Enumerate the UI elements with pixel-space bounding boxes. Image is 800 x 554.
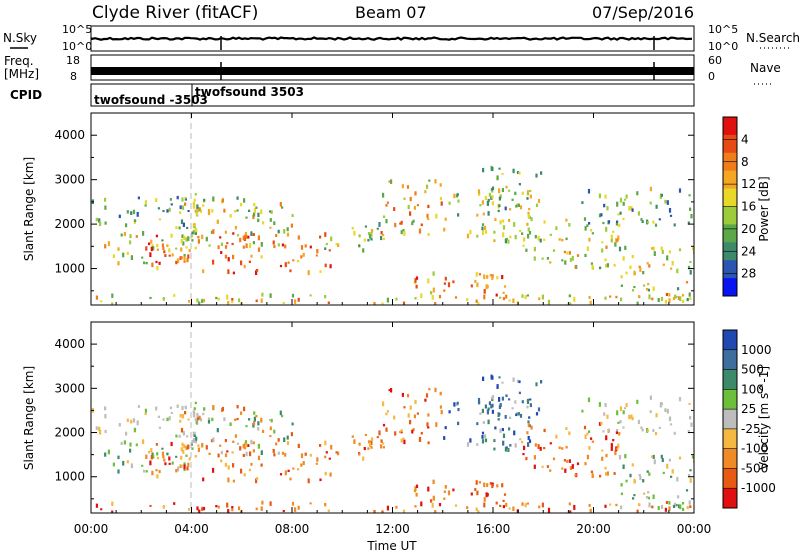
colorbar-swatch	[723, 330, 737, 351]
colorbar-tick-label: 16	[741, 200, 756, 214]
velocity-colorbar-label: Velocity [m s^-1]	[757, 366, 771, 470]
yaxis-tick-label: 1000	[54, 470, 85, 484]
colorbar-swatch	[723, 488, 737, 509]
colorbar-tick-label: 1000	[741, 343, 772, 357]
nsearch-tick-bottom: 10^0	[708, 40, 738, 53]
yaxis-tick-label: 4000	[54, 128, 85, 142]
colorbar-tick-label: 500	[741, 363, 764, 377]
velocity-ylabel: Slant Range [km]	[22, 366, 36, 470]
nave-label: Nave	[750, 61, 781, 75]
nave-tick-bottom: 0	[708, 70, 715, 83]
colorbar-swatch	[723, 134, 737, 154]
cpid-entry-2: twofsound 3503	[195, 85, 304, 99]
colorbar-swatch	[723, 170, 737, 190]
freq-label: Freq.	[4, 54, 34, 68]
colorbar-swatch	[723, 389, 737, 410]
power-colorbar: 4 8 12 16 20 24 28	[722, 116, 756, 297]
colorbar-swatch	[723, 468, 737, 489]
nsky-tick-top: 10^5	[62, 23, 92, 36]
colorbar-tick-label: -25	[741, 422, 761, 436]
beam-label: Beam 07	[355, 3, 427, 22]
xaxis-tick-label: 12:00	[375, 522, 410, 536]
date-label: 07/Sep/2016	[592, 3, 694, 22]
freq-tick-bottom: 8	[70, 70, 77, 83]
yaxis-tick-label: 3000	[54, 173, 85, 187]
xaxis-tick-label: 04:00	[174, 522, 209, 536]
yaxis-tick-label: 4000	[54, 337, 85, 351]
yaxis-tick-label: 2000	[54, 217, 85, 231]
freq-trace	[91, 67, 694, 75]
colorbar-swatch	[723, 278, 737, 297]
colorbar-tick-label: 25	[741, 402, 756, 416]
yaxis-tick-label: 3000	[54, 381, 85, 395]
colorbar-swatch	[723, 448, 737, 469]
power-colorbar-label: Power [dB]	[757, 176, 771, 241]
colorbar-tick-label: 8	[741, 155, 749, 169]
colorbar-swatch	[723, 117, 737, 136]
nave-tick-top: 60	[708, 54, 722, 67]
colorbar-swatch	[723, 188, 737, 207]
colorbar-swatch	[723, 428, 737, 450]
colorbar-swatch	[723, 349, 737, 371]
freq-tick-top: 18	[66, 54, 80, 67]
colorbar-tick-label: 28	[741, 267, 756, 281]
colorbar-swatch	[723, 206, 737, 225]
power-ylabel: Slant Range [km]	[22, 157, 36, 261]
freq-panel: Freq. [MHz] 18 8 60 0 Nave	[4, 54, 781, 85]
colorbar-tick-label: 12	[741, 177, 756, 191]
nsky-tick-bottom: 10^0	[62, 40, 92, 53]
power-cells	[91, 165, 694, 305]
colorbar-tick-label: 100	[741, 382, 764, 396]
xaxis-tick-label: 08:00	[275, 522, 310, 536]
power-panel: 1000 2000 3000 4000 Slant Range [km]	[22, 112, 695, 306]
colorbar-swatch	[723, 369, 737, 390]
yaxis-tick-label: 2000	[54, 426, 85, 440]
colorbar-tick-label: -500	[741, 461, 768, 475]
nsky-trace	[90, 36, 693, 41]
velocity-cells	[91, 374, 694, 513]
colorbar-swatch	[723, 260, 737, 279]
nsky-panel: N.Sky 10^5 10^0 10^5 10^0 N.Search	[3, 23, 800, 53]
xaxis-tick-label: 00:00	[677, 522, 712, 536]
colorbar-tick-label: -1000	[741, 481, 776, 495]
colorbar-tick-label: 4	[741, 132, 749, 146]
cpid-label: CPID	[10, 88, 42, 102]
colorbar-tick-label: 20	[741, 222, 756, 236]
xaxis-tick-label: 16:00	[476, 522, 511, 536]
colorbar-swatch	[723, 409, 737, 430]
time-axis: 00:00 04:00 08:00 12:00 16:00 20:00 00:00	[74, 113, 712, 536]
freq-unit: [MHz]	[4, 67, 39, 81]
colorbar-tick-label: -100	[741, 442, 768, 456]
nsearch-label: N.Search	[746, 31, 800, 45]
colorbar-swatch	[723, 224, 737, 243]
colorbar-tick-label: 24	[741, 244, 756, 258]
yaxis-tick-label: 1000	[54, 262, 85, 276]
xaxis-tick-label: 00:00	[74, 522, 109, 536]
nsky-label: N.Sky	[3, 31, 37, 45]
xaxis-tick-label: 20:00	[576, 522, 611, 536]
velocity-colorbar: 1000 500 100 25 -25 -100 -500 -1000	[722, 329, 776, 509]
xaxis-label: Time UT	[366, 539, 417, 553]
nsearch-tick-top: 10^5	[708, 23, 738, 36]
cpid-panel: CPID twofsound -3503 twofsound 3503	[10, 83, 695, 107]
station-title: Clyde River (fitACF)	[92, 3, 258, 23]
cpid-entry-1: twofsound -3503	[94, 93, 208, 107]
velocity-panel: 1000 2000 3000 4000 Slant Range [km]	[22, 321, 695, 514]
